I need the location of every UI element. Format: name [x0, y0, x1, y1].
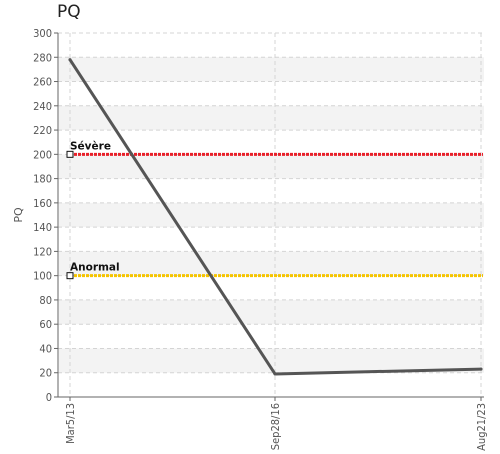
chart-title: PQ — [57, 2, 81, 22]
grid-band — [59, 154, 484, 179]
y-tick-label: 160 — [33, 197, 52, 210]
data-point — [273, 372, 277, 376]
y-tick-label: 120 — [33, 245, 52, 258]
x-tick-label: Aug21/23 — [475, 403, 488, 451]
grid-band — [59, 105, 484, 131]
reference-marker — [66, 272, 74, 280]
y-tick-label: 200 — [33, 148, 52, 161]
y-tick-label: 100 — [33, 270, 52, 283]
x-tick-label: Sep28/16 — [269, 403, 282, 450]
grid-band — [59, 57, 484, 82]
y-tick-label: 60 — [39, 318, 52, 331]
y-tick-label: 20 — [39, 367, 52, 380]
y-tick-label: 80 — [39, 294, 52, 307]
x-tick-label: Mar5/13 — [64, 403, 77, 444]
grid-band — [59, 299, 484, 325]
grid-band — [59, 202, 484, 228]
y-tick-label: 0 — [46, 391, 52, 404]
reference-marker — [66, 150, 74, 158]
data-point — [68, 58, 72, 62]
y-tick-label: 240 — [33, 100, 52, 113]
grid-band — [59, 251, 484, 276]
y-axis-label: PQ — [12, 207, 25, 223]
y-tick-label: 260 — [33, 76, 52, 89]
data-point — [479, 367, 483, 371]
reference-label: Anormal — [70, 262, 120, 274]
y-tick-label: 220 — [33, 124, 52, 137]
reference-label: Sévère — [70, 140, 111, 152]
y-tick-label: 40 — [39, 342, 52, 355]
y-tick-label: 180 — [33, 173, 52, 186]
y-tick-label: 140 — [33, 221, 52, 234]
y-tick-label: 300 — [33, 27, 52, 40]
y-tick-label: 280 — [33, 51, 52, 64]
